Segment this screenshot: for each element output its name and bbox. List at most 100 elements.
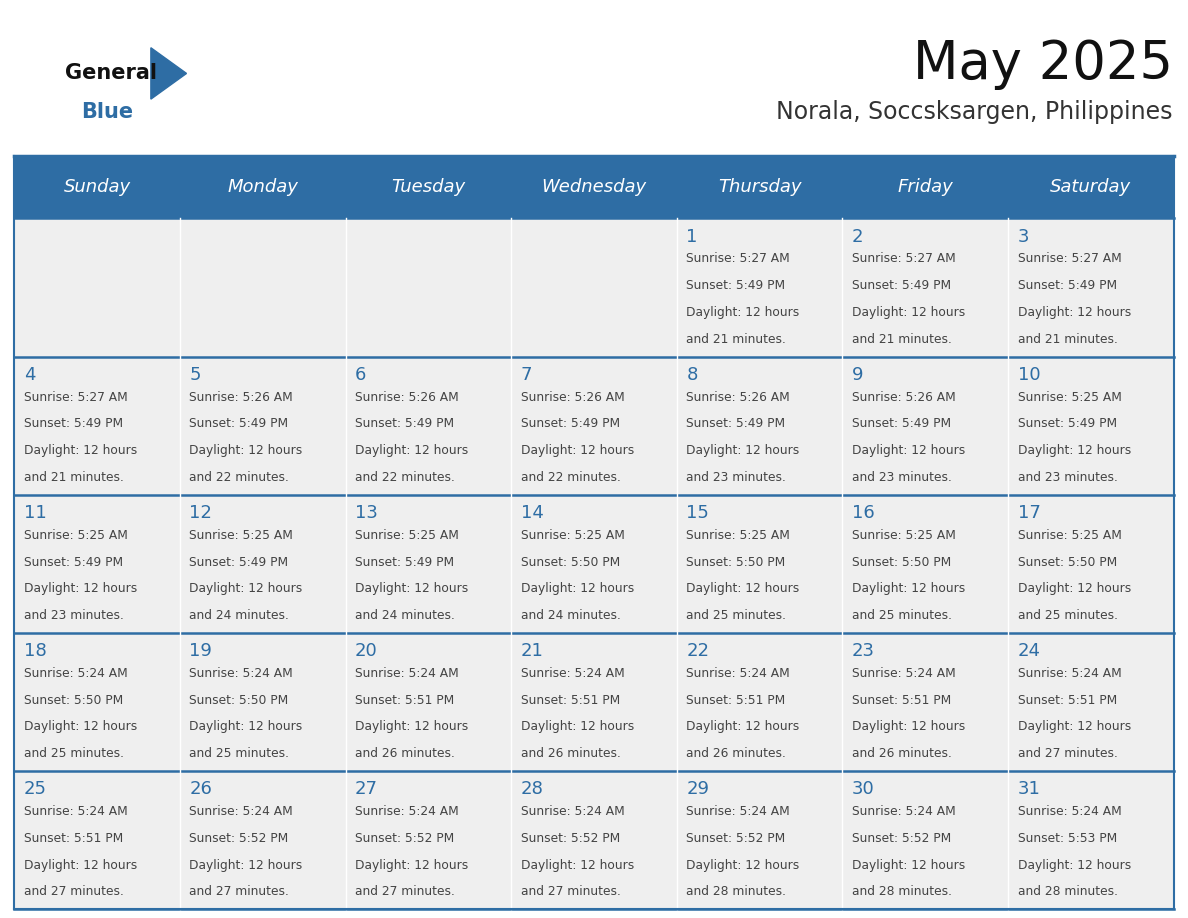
Text: 16: 16	[852, 504, 874, 521]
Text: General: General	[65, 63, 157, 84]
Bar	[1009, 356, 1174, 495]
Text: Sunset: 5:51 PM: Sunset: 5:51 PM	[687, 694, 785, 707]
Text: and 28 minutes.: and 28 minutes.	[852, 886, 952, 899]
Text: Sunrise: 5:25 AM: Sunrise: 5:25 AM	[852, 529, 956, 542]
Text: Daylight: 12 hours: Daylight: 12 hours	[1018, 582, 1131, 596]
Bar	[14, 218, 179, 356]
Bar	[842, 218, 1009, 356]
Text: Sunset: 5:51 PM: Sunset: 5:51 PM	[520, 694, 620, 707]
Text: Sunrise: 5:27 AM: Sunrise: 5:27 AM	[1018, 252, 1121, 265]
Text: Daylight: 12 hours: Daylight: 12 hours	[520, 721, 634, 733]
Text: and 26 minutes.: and 26 minutes.	[852, 747, 952, 760]
Text: Daylight: 12 hours: Daylight: 12 hours	[687, 721, 800, 733]
Text: and 25 minutes.: and 25 minutes.	[189, 747, 290, 760]
Text: Sunset: 5:49 PM: Sunset: 5:49 PM	[24, 555, 122, 568]
Text: Daylight: 12 hours: Daylight: 12 hours	[1018, 858, 1131, 871]
Text: 1: 1	[687, 228, 697, 246]
Text: and 22 minutes.: and 22 minutes.	[520, 471, 620, 485]
Text: Daylight: 12 hours: Daylight: 12 hours	[1018, 307, 1131, 319]
Text: Daylight: 12 hours: Daylight: 12 hours	[189, 444, 303, 457]
Text: and 27 minutes.: and 27 minutes.	[355, 886, 455, 899]
Text: Sunset: 5:51 PM: Sunset: 5:51 PM	[1018, 694, 1117, 707]
Text: Sunset: 5:49 PM: Sunset: 5:49 PM	[520, 418, 620, 431]
Text: Sunset: 5:51 PM: Sunset: 5:51 PM	[852, 694, 952, 707]
Text: Sunset: 5:49 PM: Sunset: 5:49 PM	[189, 555, 289, 568]
Bar	[1009, 218, 1174, 356]
Text: Daylight: 12 hours: Daylight: 12 hours	[1018, 721, 1131, 733]
Bar	[1009, 495, 1174, 633]
Text: Sunset: 5:50 PM: Sunset: 5:50 PM	[24, 694, 124, 707]
Text: Daylight: 12 hours: Daylight: 12 hours	[355, 721, 468, 733]
Text: 21: 21	[520, 642, 544, 660]
Text: Sunset: 5:52 PM: Sunset: 5:52 PM	[189, 832, 289, 845]
Text: Sunset: 5:52 PM: Sunset: 5:52 PM	[520, 832, 620, 845]
Text: Daylight: 12 hours: Daylight: 12 hours	[355, 444, 468, 457]
Text: Sunrise: 5:25 AM: Sunrise: 5:25 AM	[189, 529, 293, 542]
Text: Sunrise: 5:24 AM: Sunrise: 5:24 AM	[189, 666, 293, 679]
Text: Daylight: 12 hours: Daylight: 12 hours	[24, 582, 137, 596]
Text: 9: 9	[852, 365, 864, 384]
Text: 3: 3	[1018, 228, 1029, 246]
Text: Saturday: Saturday	[1050, 178, 1131, 196]
Text: and 21 minutes.: and 21 minutes.	[24, 471, 124, 485]
Text: Daylight: 12 hours: Daylight: 12 hours	[852, 858, 965, 871]
Text: 30: 30	[852, 780, 874, 798]
Text: Sunrise: 5:24 AM: Sunrise: 5:24 AM	[1018, 805, 1121, 818]
Text: Sunset: 5:49 PM: Sunset: 5:49 PM	[1018, 418, 1117, 431]
Text: Daylight: 12 hours: Daylight: 12 hours	[24, 444, 137, 457]
Bar	[677, 771, 842, 909]
Text: Sunset: 5:51 PM: Sunset: 5:51 PM	[24, 832, 124, 845]
Text: 7: 7	[520, 365, 532, 384]
Text: 31: 31	[1018, 780, 1041, 798]
Text: and 28 minutes.: and 28 minutes.	[1018, 886, 1118, 899]
Text: 22: 22	[687, 642, 709, 660]
Text: and 21 minutes.: and 21 minutes.	[852, 333, 952, 346]
Text: Sunset: 5:53 PM: Sunset: 5:53 PM	[1018, 832, 1117, 845]
Text: 29: 29	[687, 780, 709, 798]
Text: Daylight: 12 hours: Daylight: 12 hours	[355, 858, 468, 871]
Text: Daylight: 12 hours: Daylight: 12 hours	[852, 444, 965, 457]
Text: 2: 2	[852, 228, 864, 246]
Bar	[14, 495, 179, 633]
Text: 28: 28	[520, 780, 544, 798]
Text: Blue: Blue	[81, 102, 133, 122]
Bar	[346, 218, 511, 356]
Text: 26: 26	[189, 780, 213, 798]
Text: Sunset: 5:51 PM: Sunset: 5:51 PM	[355, 694, 454, 707]
Bar	[842, 356, 1009, 495]
Bar	[1009, 156, 1174, 218]
Text: Daylight: 12 hours: Daylight: 12 hours	[189, 858, 303, 871]
Text: Sunrise: 5:25 AM: Sunrise: 5:25 AM	[1018, 529, 1121, 542]
Text: Daylight: 12 hours: Daylight: 12 hours	[687, 582, 800, 596]
Text: 19: 19	[189, 642, 213, 660]
Polygon shape	[151, 48, 187, 99]
Text: Sunrise: 5:24 AM: Sunrise: 5:24 AM	[520, 805, 625, 818]
Text: May 2025: May 2025	[912, 39, 1173, 90]
Text: and 23 minutes.: and 23 minutes.	[687, 471, 786, 485]
Text: Sunrise: 5:25 AM: Sunrise: 5:25 AM	[520, 529, 625, 542]
Text: Sunrise: 5:24 AM: Sunrise: 5:24 AM	[1018, 666, 1121, 679]
Text: and 27 minutes.: and 27 minutes.	[24, 886, 124, 899]
Text: Sunrise: 5:26 AM: Sunrise: 5:26 AM	[355, 390, 459, 404]
Text: Sunset: 5:50 PM: Sunset: 5:50 PM	[520, 555, 620, 568]
Text: Daylight: 12 hours: Daylight: 12 hours	[520, 582, 634, 596]
Text: Sunrise: 5:24 AM: Sunrise: 5:24 AM	[687, 805, 790, 818]
Text: 23: 23	[852, 642, 876, 660]
Text: Sunrise: 5:27 AM: Sunrise: 5:27 AM	[24, 390, 127, 404]
Bar	[677, 156, 842, 218]
Text: and 21 minutes.: and 21 minutes.	[1018, 333, 1118, 346]
Bar	[14, 156, 179, 218]
Text: Sunrise: 5:25 AM: Sunrise: 5:25 AM	[687, 529, 790, 542]
Bar	[842, 633, 1009, 771]
Text: Daylight: 12 hours: Daylight: 12 hours	[520, 858, 634, 871]
Text: and 27 minutes.: and 27 minutes.	[520, 886, 620, 899]
Bar	[179, 495, 346, 633]
Bar	[511, 633, 677, 771]
Text: and 23 minutes.: and 23 minutes.	[24, 610, 124, 622]
Text: 25: 25	[24, 780, 46, 798]
Text: Sunset: 5:49 PM: Sunset: 5:49 PM	[687, 279, 785, 292]
Text: Sunrise: 5:26 AM: Sunrise: 5:26 AM	[520, 390, 625, 404]
Text: Daylight: 12 hours: Daylight: 12 hours	[24, 858, 137, 871]
Text: 20: 20	[355, 642, 378, 660]
Text: and 26 minutes.: and 26 minutes.	[687, 747, 786, 760]
